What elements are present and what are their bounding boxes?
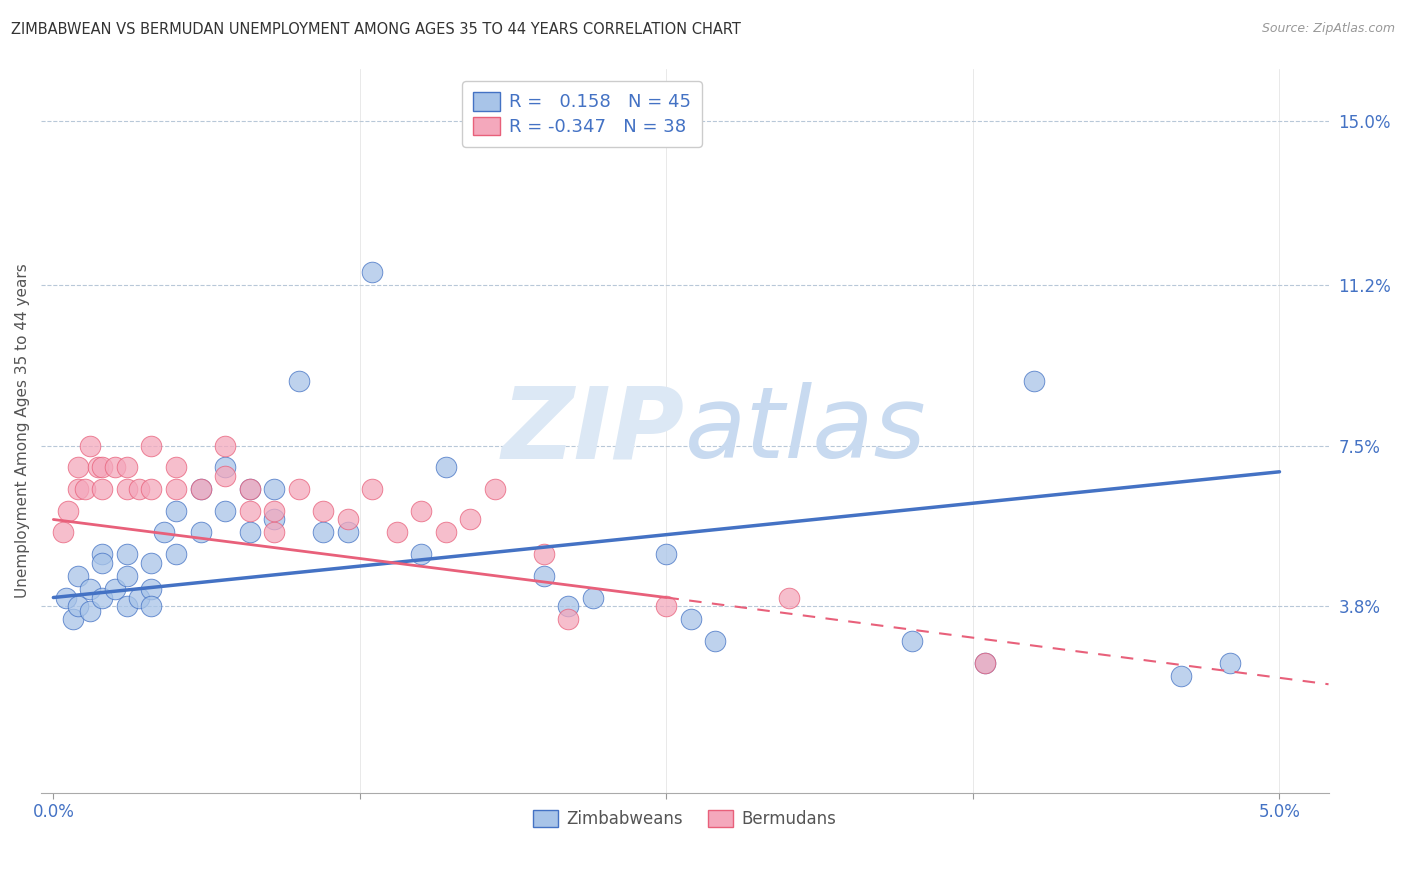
Point: [434, 525, 457, 540]
Point: [533, 569, 555, 583]
Point: [385, 525, 408, 540]
Point: [336, 525, 359, 540]
Point: [434, 460, 457, 475]
Point: [214, 469, 236, 483]
Point: [66, 599, 89, 614]
Point: [263, 512, 285, 526]
Point: [115, 460, 138, 475]
Point: [704, 633, 727, 648]
Point: [263, 504, 285, 518]
Point: [115, 547, 138, 561]
Point: [141, 439, 163, 453]
Point: [79, 603, 101, 617]
Point: [62, 612, 84, 626]
Point: [238, 482, 260, 496]
Point: [52, 525, 75, 540]
Point: [165, 504, 187, 518]
Point: [238, 525, 260, 540]
Point: [312, 504, 335, 518]
Point: [484, 482, 506, 496]
Text: atlas: atlas: [685, 382, 927, 479]
Point: [66, 569, 89, 583]
Point: [411, 547, 433, 561]
Point: [66, 460, 89, 475]
Point: [91, 460, 114, 475]
Point: [974, 656, 997, 670]
Point: [165, 460, 187, 475]
Point: [336, 512, 359, 526]
Point: [1170, 668, 1192, 682]
Point: [91, 556, 114, 570]
Point: [91, 591, 114, 605]
Point: [263, 525, 285, 540]
Point: [312, 525, 335, 540]
Point: [411, 504, 433, 518]
Point: [582, 591, 605, 605]
Point: [141, 482, 163, 496]
Point: [238, 482, 260, 496]
Point: [190, 482, 212, 496]
Point: [1024, 374, 1046, 388]
Point: [55, 591, 77, 605]
Point: [1219, 656, 1241, 670]
Point: [263, 482, 285, 496]
Point: [128, 482, 150, 496]
Point: [214, 439, 236, 453]
Point: [655, 599, 678, 614]
Point: [75, 482, 97, 496]
Point: [778, 591, 800, 605]
Point: [141, 582, 163, 596]
Point: [104, 460, 127, 475]
Point: [361, 265, 384, 279]
Point: [152, 525, 174, 540]
Point: [115, 569, 138, 583]
Point: [557, 612, 579, 626]
Text: ZIP: ZIP: [502, 382, 685, 479]
Point: [238, 504, 260, 518]
Point: [287, 482, 309, 496]
Point: [165, 482, 187, 496]
Point: [79, 582, 101, 596]
Text: ZIMBABWEAN VS BERMUDAN UNEMPLOYMENT AMONG AGES 35 TO 44 YEARS CORRELATION CHART: ZIMBABWEAN VS BERMUDAN UNEMPLOYMENT AMON…: [11, 22, 741, 37]
Point: [557, 599, 579, 614]
Point: [141, 599, 163, 614]
Point: [86, 460, 108, 475]
Point: [533, 547, 555, 561]
Point: [79, 439, 101, 453]
Point: [115, 599, 138, 614]
Point: [141, 556, 163, 570]
Point: [361, 482, 384, 496]
Point: [974, 656, 997, 670]
Point: [91, 482, 114, 496]
Point: [56, 504, 79, 518]
Point: [287, 374, 309, 388]
Y-axis label: Unemployment Among Ages 35 to 44 years: Unemployment Among Ages 35 to 44 years: [15, 263, 30, 598]
Point: [66, 482, 89, 496]
Point: [655, 547, 678, 561]
Point: [91, 547, 114, 561]
Text: Source: ZipAtlas.com: Source: ZipAtlas.com: [1261, 22, 1395, 36]
Point: [104, 582, 127, 596]
Point: [214, 504, 236, 518]
Point: [190, 525, 212, 540]
Point: [190, 482, 212, 496]
Point: [458, 512, 481, 526]
Point: [900, 633, 922, 648]
Point: [115, 482, 138, 496]
Point: [165, 547, 187, 561]
Point: [128, 591, 150, 605]
Point: [214, 460, 236, 475]
Legend: Zimbabweans, Bermudans: Zimbabweans, Bermudans: [527, 804, 844, 835]
Point: [679, 612, 702, 626]
